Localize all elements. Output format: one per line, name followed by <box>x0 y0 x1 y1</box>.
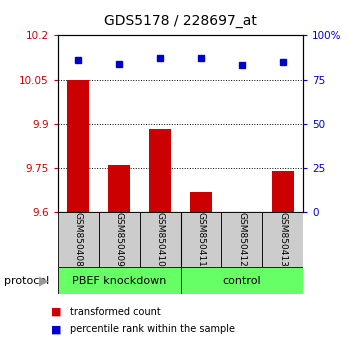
Bar <box>221 212 262 267</box>
Text: GSM850411: GSM850411 <box>196 212 205 267</box>
Text: GDS5178 / 228697_at: GDS5178 / 228697_at <box>104 14 257 28</box>
Bar <box>231 211 253 212</box>
Text: GSM850412: GSM850412 <box>238 212 246 267</box>
Text: PBEF knockdown: PBEF knockdown <box>72 275 166 286</box>
Bar <box>140 212 180 267</box>
Text: GSM850413: GSM850413 <box>278 212 287 267</box>
Text: GSM850410: GSM850410 <box>156 212 165 267</box>
Text: GSM850409: GSM850409 <box>115 212 123 267</box>
Bar <box>108 165 130 212</box>
Text: ■: ■ <box>51 307 61 316</box>
Text: control: control <box>223 275 261 286</box>
Text: percentile rank within the sample: percentile rank within the sample <box>70 324 235 334</box>
Bar <box>190 192 212 212</box>
Text: GSM850408: GSM850408 <box>74 212 83 267</box>
Bar <box>58 267 180 294</box>
Bar <box>180 212 221 267</box>
Bar <box>262 212 303 267</box>
Bar <box>271 171 294 212</box>
Text: ■: ■ <box>51 324 61 334</box>
Text: transformed count: transformed count <box>70 307 161 316</box>
Bar <box>99 212 140 267</box>
Bar <box>67 80 90 212</box>
Text: ▶: ▶ <box>39 274 49 287</box>
Bar <box>149 129 171 212</box>
Text: protocol: protocol <box>4 275 49 286</box>
Bar <box>58 212 99 267</box>
Bar <box>180 267 303 294</box>
